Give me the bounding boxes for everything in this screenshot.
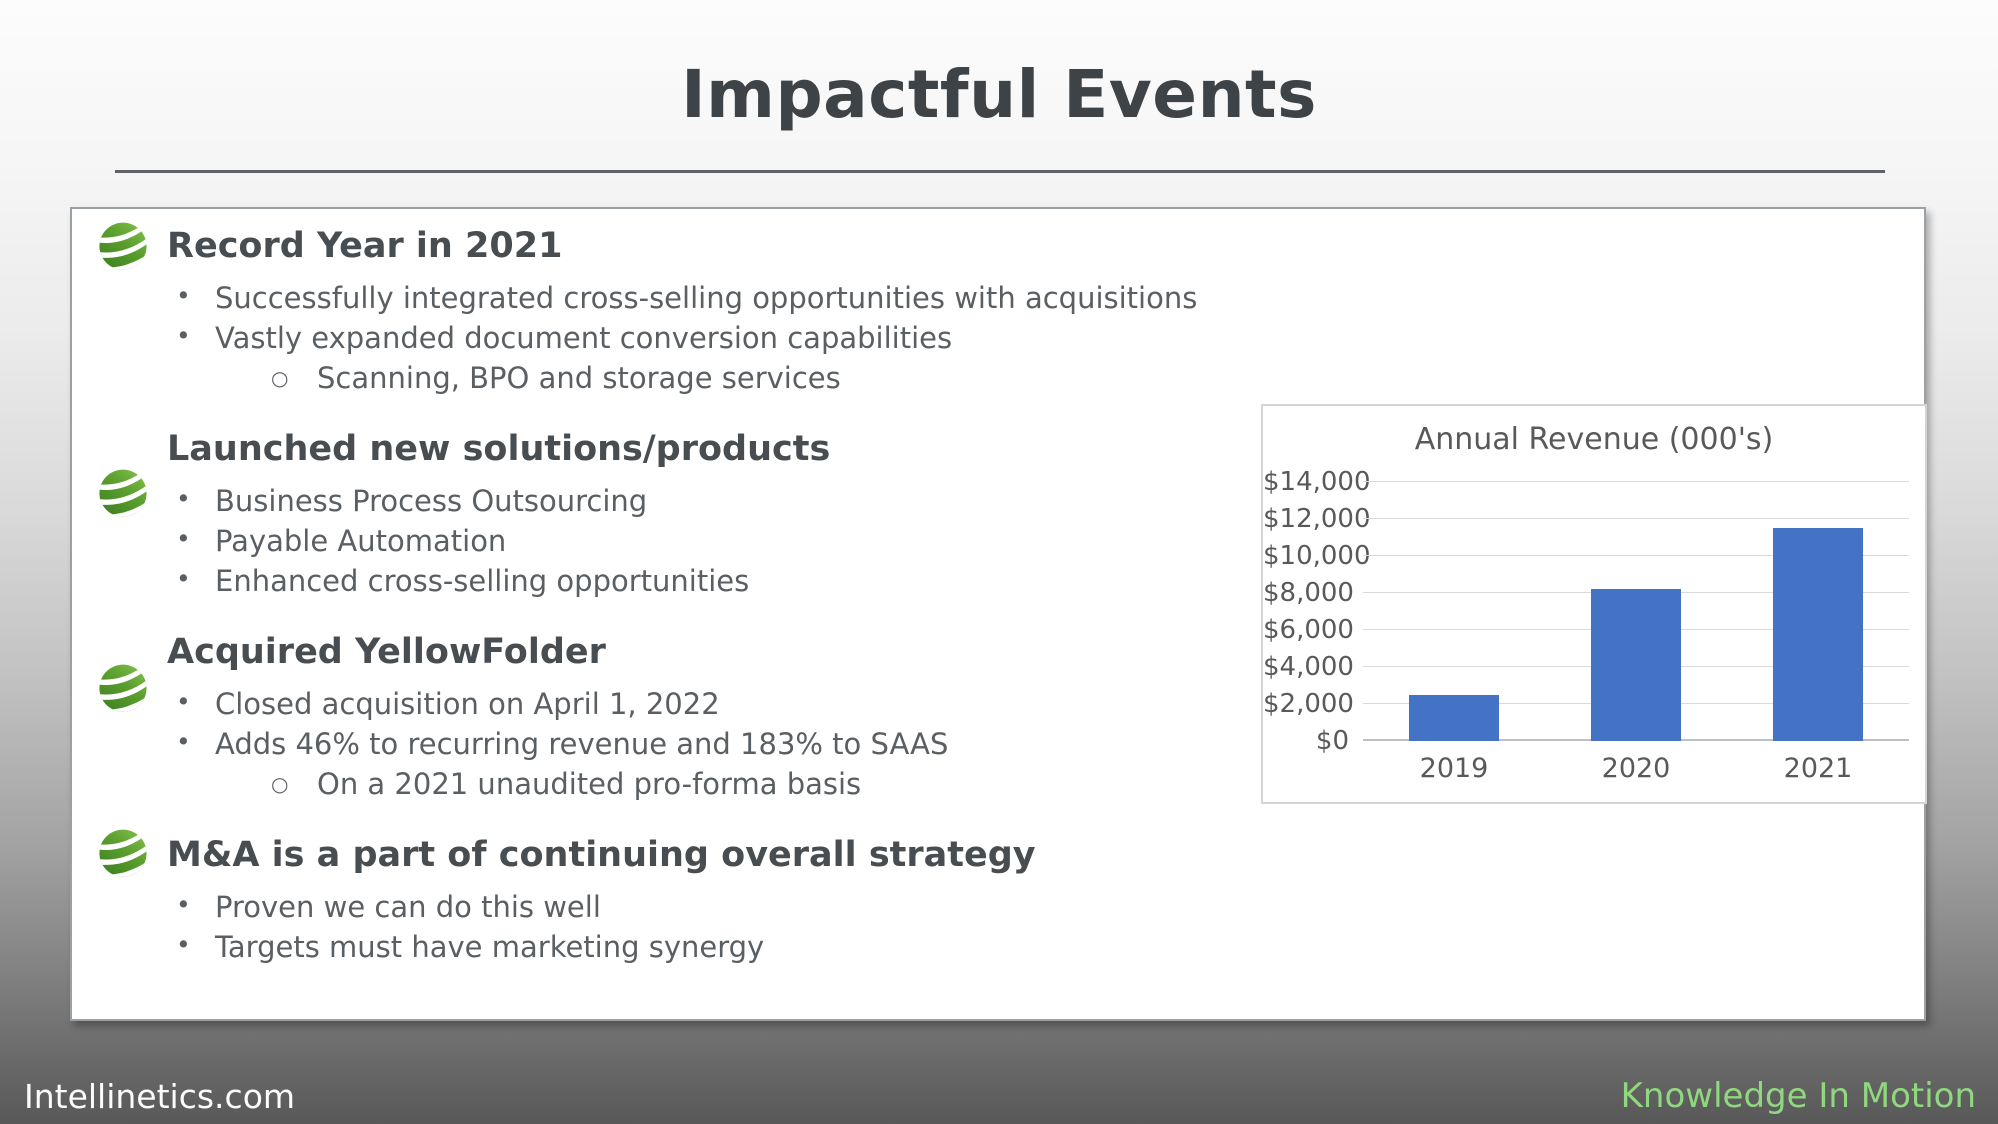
y-axis-tick: $4,000 bbox=[1263, 652, 1354, 682]
y-axis-tick: $10,000 bbox=[1263, 541, 1371, 571]
bullet-item: Vastly expanded document conversion capa… bbox=[167, 316, 1252, 358]
section-heading: M&A is a part of continuing overall stra… bbox=[167, 835, 1036, 875]
section-1: Record Year in 2021 Successfully integrat… bbox=[72, 223, 1252, 398]
footer-website: Intellinetics.com bbox=[24, 1077, 296, 1116]
bullet-item: Business Process Outsourcing bbox=[167, 479, 1252, 521]
gridline bbox=[1363, 555, 1909, 556]
y-axis-tick: $14,000 bbox=[1263, 467, 1371, 497]
x-axis-tick: 2021 bbox=[1783, 753, 1853, 784]
intellinetics-logo-icon bbox=[94, 217, 152, 279]
bullet-list: Business Process OutsourcingPayable Auto… bbox=[167, 479, 1252, 601]
bar-2021 bbox=[1773, 528, 1863, 741]
chart-y-axis: $0 $2,000 $4,000 $6,000 $8,000 $10,000 $12,000… bbox=[1263, 467, 1371, 756]
content-panel: Record Year in 2021 Successfully integrat… bbox=[70, 207, 1927, 1021]
x-axis-tick: 2019 bbox=[1419, 753, 1489, 784]
intellinetics-logo-icon bbox=[94, 824, 152, 886]
y-axis-tick: $6,000 bbox=[1263, 615, 1354, 645]
bullet-list: Proven we can do this wellTargets must h… bbox=[167, 885, 1252, 967]
section-heading: Acquired YellowFolder bbox=[167, 632, 606, 672]
annual-revenue-chart: Annual Revenue (000's) $0 $2,000 $4,000 $6,… bbox=[1261, 404, 1927, 804]
chart-x-axis: 2019 2020 2021 bbox=[1363, 753, 1909, 793]
bullet-item: Closed acquisition on April 1, 2022 bbox=[167, 682, 1252, 724]
title-underline bbox=[115, 170, 1885, 173]
section-heading: Launched new solutions/products bbox=[167, 429, 831, 469]
chart-title: Annual Revenue (000's) bbox=[1414, 422, 1774, 457]
bullet-list: Closed acquisition on April 1, 2022Adds … bbox=[167, 682, 1252, 804]
section-2: Launched new solutions/products Business … bbox=[72, 426, 1252, 601]
slide-title: Impactful Events bbox=[681, 56, 1317, 133]
y-axis-tick: $0 bbox=[1315, 726, 1349, 756]
bullet-item: Proven we can do this well bbox=[167, 885, 1252, 927]
bullet-item: Enhanced cross-selling opportunities bbox=[167, 559, 1252, 601]
gridline bbox=[1363, 481, 1909, 482]
sub-bullet-item: On a 2021 unaudited pro-forma basis bbox=[167, 764, 1252, 804]
sub-bullet-item: Scanning, BPO and storage services bbox=[167, 358, 1252, 398]
bullet-item: Adds 46% to recurring revenue and 183% t… bbox=[167, 722, 1252, 764]
y-axis-tick: $8,000 bbox=[1263, 578, 1354, 608]
intellinetics-logo-icon bbox=[94, 464, 152, 526]
sections: Record Year in 2021 Successfully integrat… bbox=[72, 223, 1252, 995]
bullet-item: Payable Automation bbox=[167, 519, 1252, 561]
intellinetics-logo-icon bbox=[94, 659, 152, 721]
bullet-item: Successfully integrated cross-selling op… bbox=[167, 276, 1252, 318]
bullet-item: Targets must have marketing synergy bbox=[167, 925, 1252, 967]
section-heading: Record Year in 2021 bbox=[167, 226, 563, 266]
chart-plot bbox=[1363, 481, 1909, 741]
y-axis-tick: $2,000 bbox=[1263, 689, 1354, 719]
bar-2020 bbox=[1591, 589, 1681, 741]
y-axis-tick: $12,000 bbox=[1263, 504, 1371, 534]
section-4: M&A is a part of continuing overall stra… bbox=[72, 832, 1252, 967]
bullet-list: Successfully integrated cross-selling op… bbox=[167, 276, 1252, 398]
gridline bbox=[1363, 518, 1909, 519]
section-3: Acquired YellowFolder Closed acquisition … bbox=[72, 629, 1252, 804]
x-axis-tick: 2020 bbox=[1601, 753, 1671, 784]
footer-tagline: Knowledge In Motion bbox=[1620, 1076, 1976, 1116]
bar-2019 bbox=[1409, 694, 1499, 741]
